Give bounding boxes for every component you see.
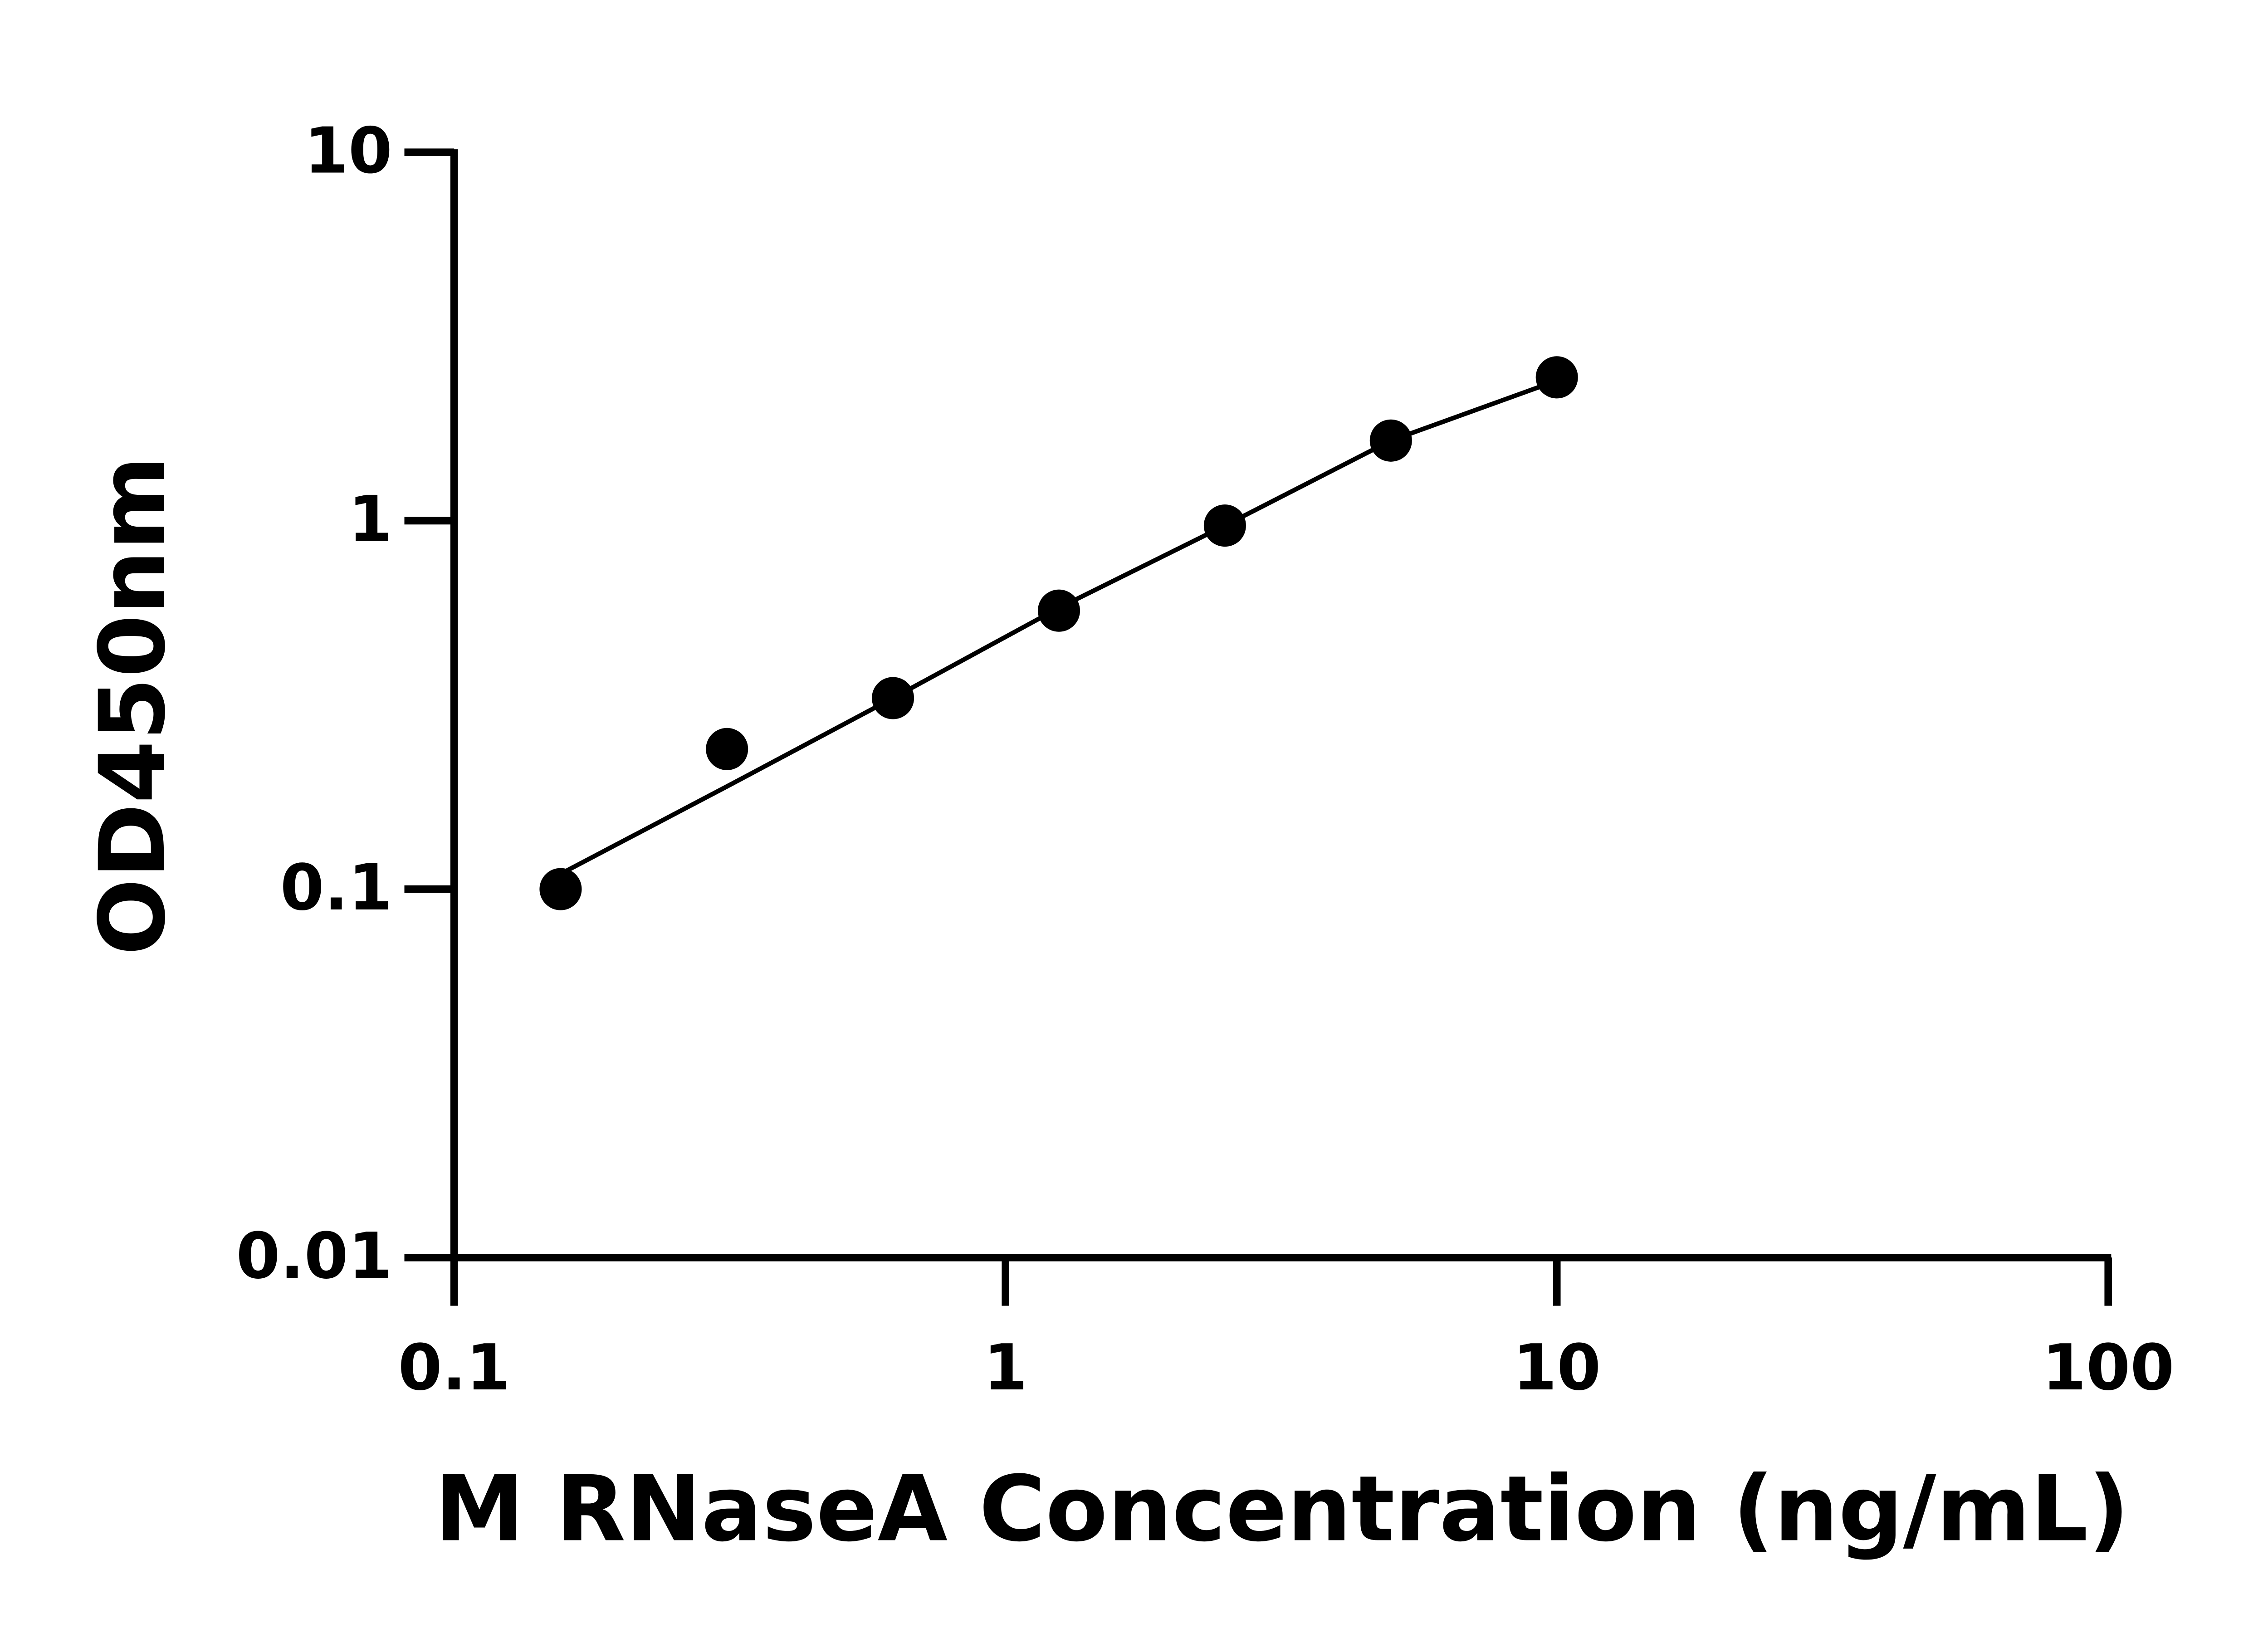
fit-curve <box>559 378 1558 876</box>
y-tick-label: 1 <box>348 482 392 556</box>
x-tick-label: 10 <box>1513 1330 1601 1404</box>
y-tick-label: 0.01 <box>236 1219 392 1293</box>
data-point <box>1535 356 1578 399</box>
y-axis-title: OD450nm <box>80 456 186 955</box>
x-axis-title: M RNaseA Concentration (ng/mL) <box>435 1457 2130 1562</box>
y-tick-label: 10 <box>304 113 392 187</box>
data-point <box>706 728 748 770</box>
x-tick-label: 100 <box>2042 1330 2174 1404</box>
y-tick-label: 0.1 <box>280 851 392 924</box>
x-tick-label: 0.1 <box>398 1330 510 1404</box>
data-point <box>539 868 582 910</box>
x-tick-label: 1 <box>983 1330 1027 1404</box>
data-point <box>1037 589 1080 632</box>
